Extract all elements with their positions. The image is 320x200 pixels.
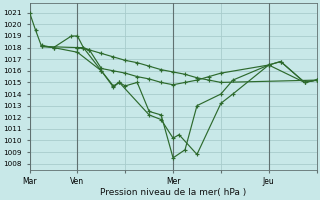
- X-axis label: Pression niveau de la mer( hPa ): Pression niveau de la mer( hPa ): [100, 188, 246, 197]
